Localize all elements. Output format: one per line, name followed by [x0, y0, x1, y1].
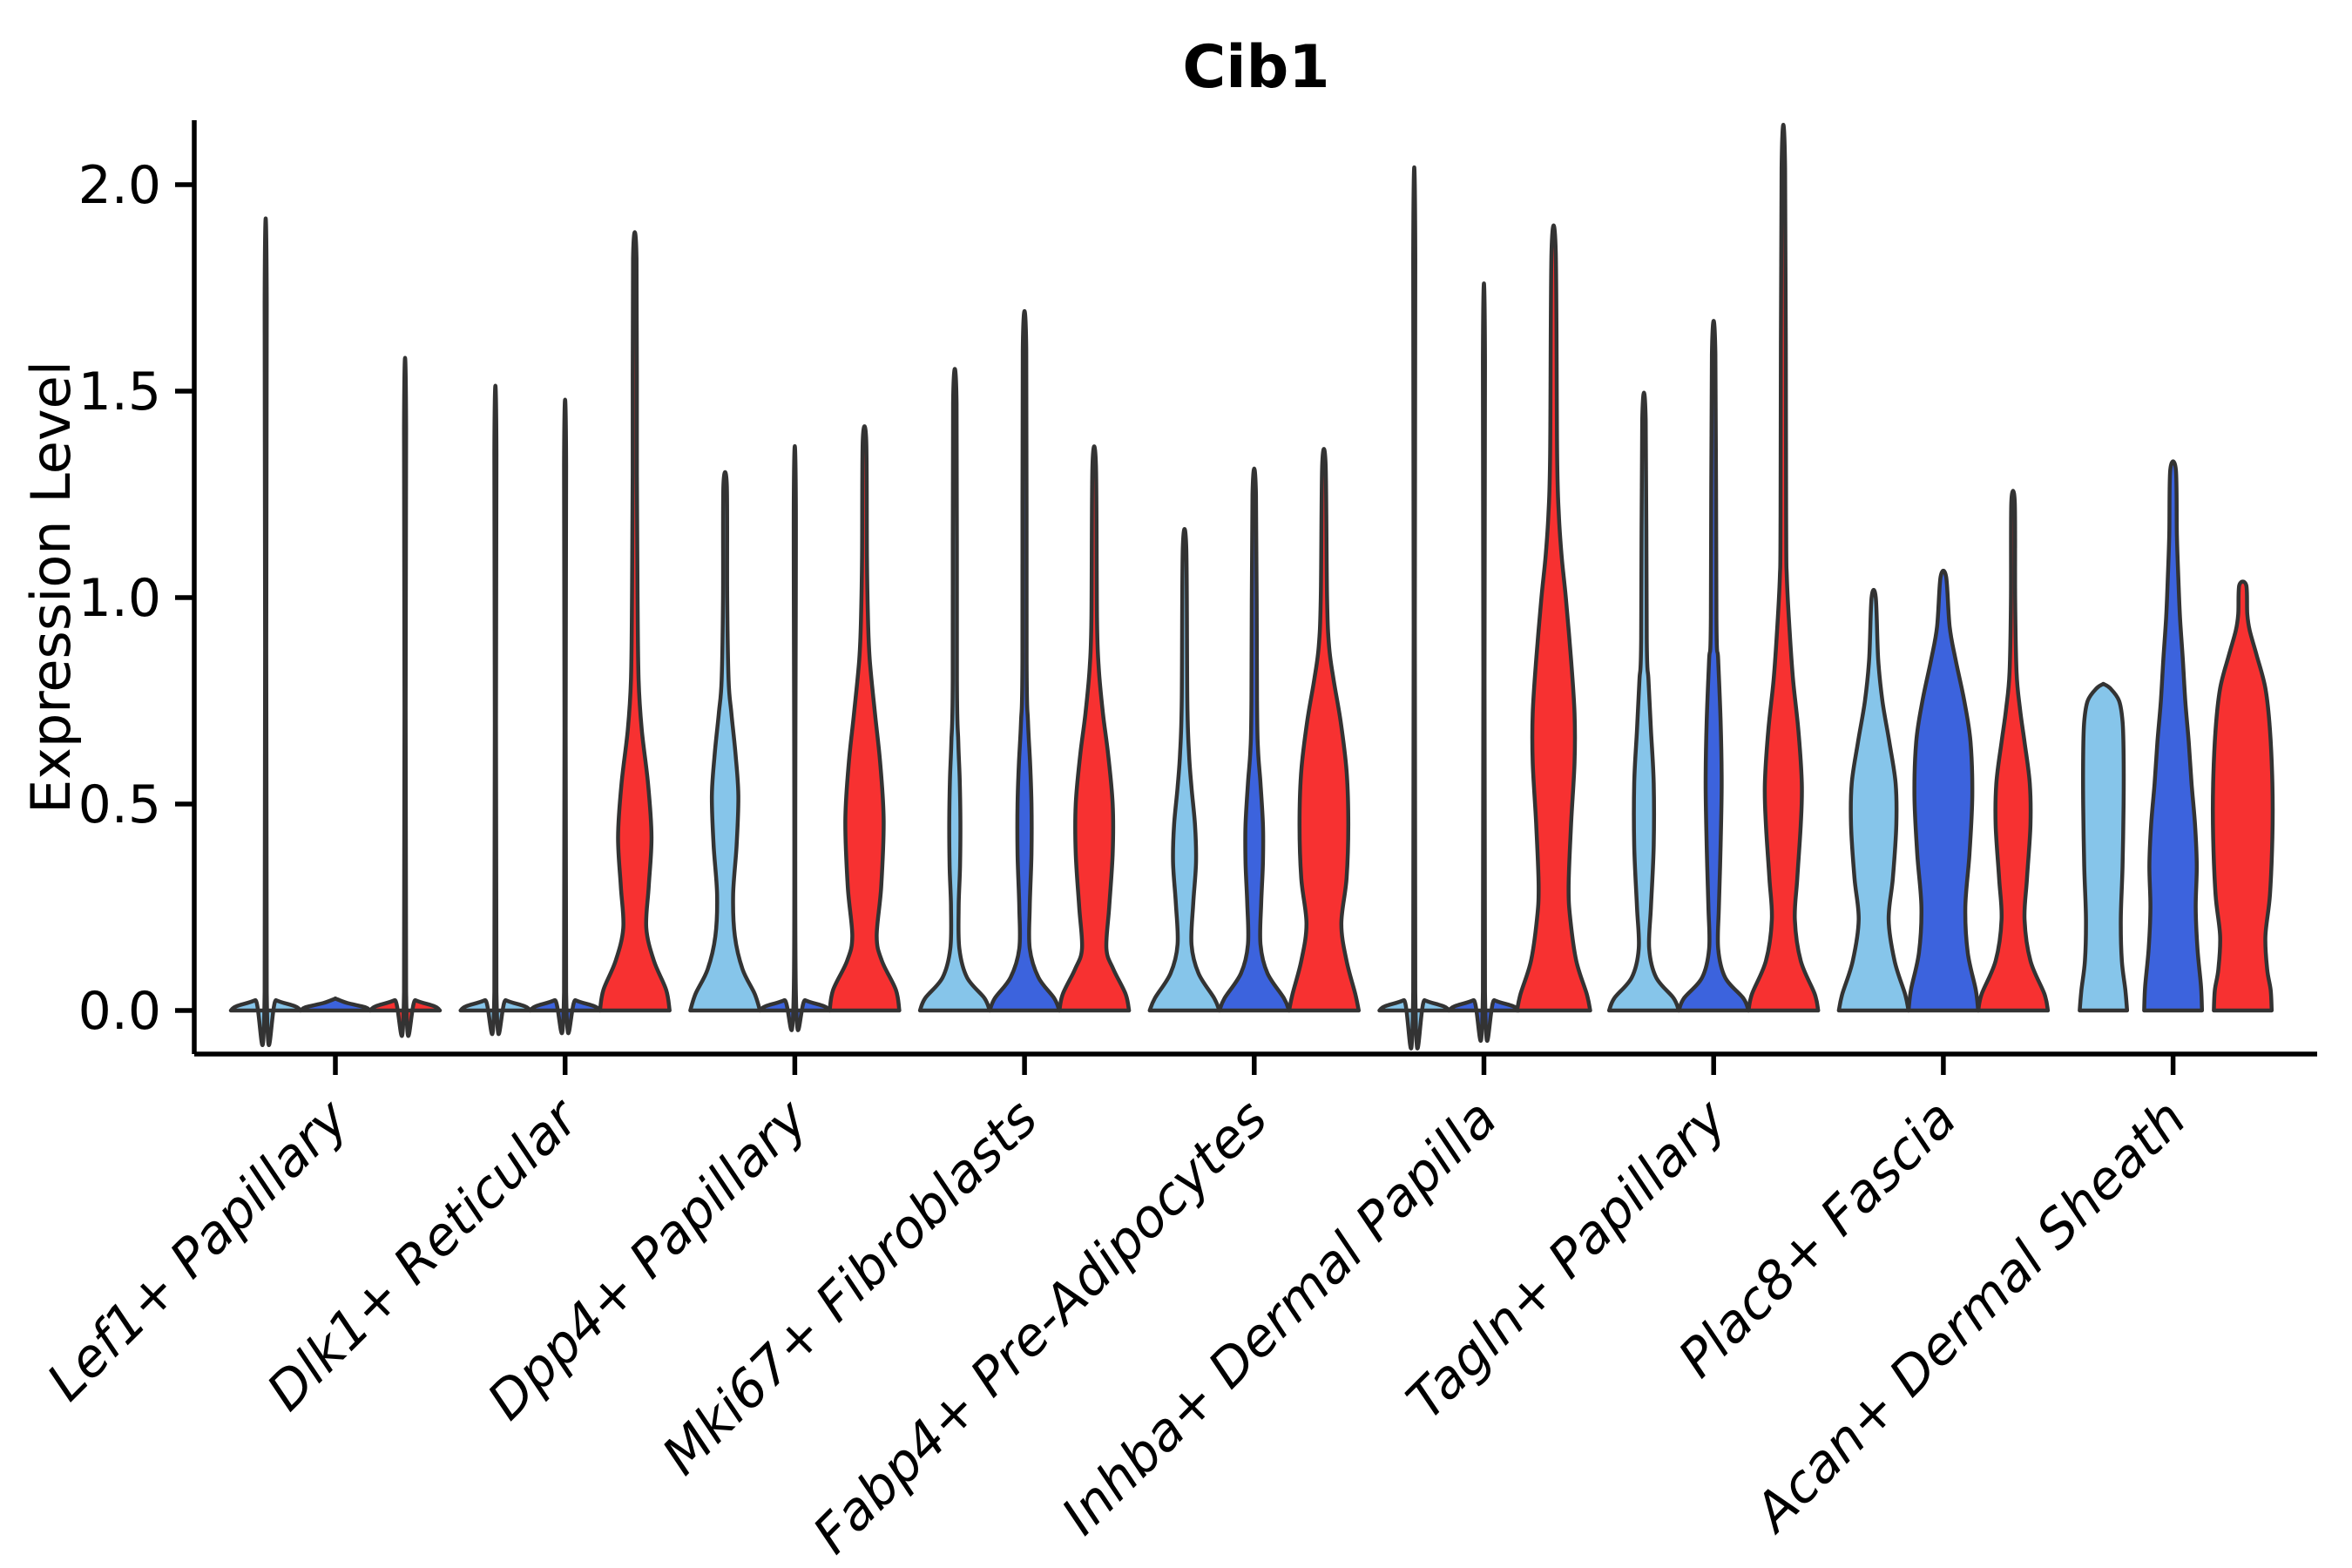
violin-acan-dermal-sheath-light-blue — [2078, 681, 2130, 1013]
violin-mki67-fibroblasts-red — [1057, 444, 1132, 1013]
violin-tagln-papillary-light-blue — [1606, 390, 1681, 1013]
violin-tagln-papillary-red — [1746, 123, 1821, 1013]
violin-lef1-papillary-dark-blue — [298, 996, 373, 1013]
violin-dlk1-reticular-red — [598, 230, 672, 1013]
violin-lef1-papillary-light-blue — [228, 216, 303, 1047]
violin-dlk1-reticular-dark-blue — [528, 397, 602, 1036]
y-tick-label: 0.0 — [78, 981, 161, 1042]
violin-dpp4-papillary-light-blue — [688, 470, 762, 1013]
violin-dpp4-papillary-red — [828, 424, 902, 1013]
violins-layer — [228, 123, 2275, 1051]
y-tick-label: 2.0 — [78, 155, 161, 216]
violin-tagln-papillary-dark-blue — [1676, 319, 1751, 1013]
chart-title: Cib1 — [1182, 33, 1329, 102]
violin-fabp4-pre-adipocytes-light-blue — [1147, 526, 1222, 1013]
y-tick-label: 1.0 — [78, 568, 161, 629]
y-tick-label: 1.5 — [78, 362, 161, 422]
violin-plac8-fascia-light-blue — [1836, 587, 1911, 1013]
y-tick-label: 0.5 — [78, 774, 161, 835]
violin-plac8-fascia-red — [1976, 489, 2051, 1013]
violin-dpp4-papillary-dark-blue — [758, 443, 832, 1032]
x-tick-label: Inhba+ Dermal Papilla — [1051, 1088, 1509, 1546]
violin-inhba-dermal-papilla-light-blue — [1377, 166, 1451, 1051]
violin-mki67-fibroblasts-dark-blue — [987, 308, 1062, 1013]
violin-dlk1-reticular-light-blue — [458, 383, 532, 1037]
violin-plac8-fascia-dark-blue — [1906, 568, 1981, 1013]
x-tick-label: Mki67+ Fibroblasts — [651, 1088, 1050, 1487]
x-tick-label: Acan+ Dermal Sheath — [1740, 1088, 2198, 1545]
violin-lef1-papillary-red — [368, 355, 443, 1038]
y-axis-label: Expression Level — [19, 361, 83, 814]
violin-inhba-dermal-papilla-red — [1515, 223, 1592, 1013]
axes-layer — [175, 120, 2317, 1075]
violin-inhba-dermal-papilla-dark-blue — [1447, 281, 1521, 1043]
violin-fabp4-pre-adipocytes-red — [1287, 447, 1362, 1013]
violin-acan-dermal-sheath-red — [2210, 579, 2275, 1013]
violin-acan-dermal-sheath-dark-blue — [2142, 459, 2205, 1013]
x-tick-label: Fabp4+ Pre-Adipocytes — [801, 1088, 1279, 1565]
violin-mki67-fibroblasts-light-blue — [917, 367, 992, 1013]
violin-fabp4-pre-adipocytes-dark-blue — [1217, 466, 1292, 1013]
